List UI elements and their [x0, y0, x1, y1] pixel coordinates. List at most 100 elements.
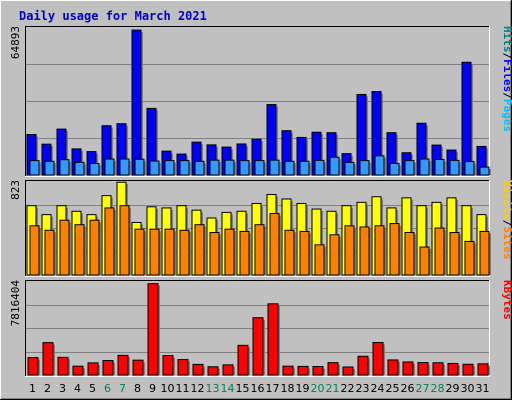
bar-kbytes-day-1	[27, 357, 39, 376]
bar-kbytes-day-17	[267, 303, 279, 376]
bar-sites-day-9	[149, 228, 160, 276]
legend-separator: /	[501, 92, 512, 99]
x-tick-day-29: 29	[446, 382, 460, 395]
bar-sites-day-31	[479, 230, 490, 276]
legend-hits: Hits/Files/Pages	[501, 26, 512, 132]
bar-files-day-28	[434, 158, 445, 176]
bar-kbytes-day-22	[342, 366, 354, 376]
bar-sites-day-11	[179, 229, 190, 276]
y-max-label: 823	[9, 180, 22, 200]
bar-files-day-21	[329, 156, 340, 176]
bar-kbytes-day-15	[237, 344, 249, 376]
bar-sites-day-30	[464, 240, 475, 276]
bar-kbytes-day-28	[432, 362, 444, 376]
x-tick-day-4: 4	[74, 382, 81, 395]
bar-sites-day-10	[164, 228, 175, 276]
x-tick-day-23: 23	[356, 382, 370, 395]
bar-files-day-19	[299, 160, 310, 176]
bar-files-day-11	[179, 160, 190, 176]
x-tick-day-21: 21	[326, 382, 340, 395]
x-tick-day-9: 9	[149, 382, 156, 395]
x-tick-day-11: 11	[176, 382, 190, 395]
x-tick-day-26: 26	[401, 382, 415, 395]
bar-files-day-15	[239, 160, 250, 176]
bar-sites-day-1	[29, 225, 40, 276]
bar-kbytes-day-8	[132, 359, 144, 376]
y-max-label: 64893	[9, 26, 22, 59]
bar-kbytes-day-31	[477, 363, 489, 376]
x-tick-day-5: 5	[89, 382, 96, 395]
bar-sites-day-16	[254, 224, 265, 276]
bar-files-day-22	[344, 161, 355, 176]
bar-files-day-17	[269, 159, 280, 176]
bar-kbytes-day-10	[162, 355, 174, 376]
bar-kbytes-day-19	[297, 365, 309, 376]
bar-sites-day-4	[74, 224, 85, 276]
bar-sites-day-28	[434, 227, 445, 276]
x-tick-day-22: 22	[341, 382, 355, 395]
bar-sites-day-5	[89, 219, 100, 276]
bar-files-day-12	[194, 160, 205, 176]
legend-text-hits: Hits/Files/Pages	[501, 26, 512, 132]
bar-files-day-24	[374, 155, 385, 176]
bar-kbytes-day-9	[147, 283, 159, 376]
bar-sites-day-21	[329, 234, 340, 276]
bar-kbytes-day-20	[312, 366, 324, 376]
bar-sites-day-2	[44, 229, 55, 276]
x-tick-day-7: 7	[119, 382, 126, 395]
bar-files-day-27	[419, 158, 430, 176]
y-max-label: 7816404	[9, 280, 22, 327]
bar-kbytes-day-14	[222, 364, 234, 376]
x-tick-day-1: 1	[29, 382, 36, 395]
legend-kbytes: KBytes	[501, 280, 512, 320]
panel-kbytes: 7816404 KBytes	[9, 280, 512, 377]
bar-kbytes-day-24	[372, 342, 384, 376]
legend-text-kbytes: KBytes	[501, 280, 512, 320]
x-tick-day-24: 24	[371, 382, 385, 395]
bar-sites-day-17	[269, 213, 280, 276]
x-tick-day-18: 18	[281, 382, 295, 395]
bar-kbytes-day-4	[72, 365, 84, 376]
chart-panels: 64893Hits/Files/Pages823Visits/Sites7816…	[9, 26, 512, 377]
bar-files-day-18	[284, 160, 295, 176]
bar-files-day-14	[224, 159, 235, 176]
bar-files-day-7	[119, 158, 130, 176]
bar-sites-day-3	[59, 219, 70, 276]
bar-files-day-23	[359, 160, 370, 176]
bar-files-day-20	[314, 159, 325, 176]
bar-files-day-3	[59, 159, 70, 176]
bar-kbytes-day-26	[402, 361, 414, 376]
bar-files-day-29	[449, 159, 460, 176]
x-axis-day-labels: 1 2 3 4 5 6 7 8 9 10 11 12 13 14 15 16 17 18 19 20 21 22 23 24 2…	[29, 382, 490, 395]
bar-sites-day-24	[374, 225, 385, 276]
x-tick-day-12: 12	[191, 382, 205, 395]
x-tick-day-3: 3	[59, 382, 66, 395]
bar-sites-day-19	[299, 230, 310, 276]
x-tick-day-16: 16	[251, 382, 265, 395]
x-tick-day-25: 25	[386, 382, 400, 395]
bar-kbytes-day-18	[282, 365, 294, 376]
bar-kbytes-day-21	[327, 362, 339, 376]
chart-title: Daily usage for March 2021	[19, 9, 207, 23]
x-tick-day-19: 19	[296, 382, 310, 395]
legend-visits: Visits/Sites	[501, 180, 512, 260]
bar-sites-day-7	[119, 205, 130, 276]
x-tick-day-10: 10	[161, 382, 175, 395]
x-tick-day-13: 13	[206, 382, 220, 395]
legend-item-hits: Hits	[501, 26, 512, 53]
x-tick-day-8: 8	[134, 382, 141, 395]
x-tick-day-17: 17	[266, 382, 280, 395]
bar-sites-day-8	[134, 228, 145, 276]
bar-kbytes-day-2	[42, 342, 54, 376]
bar-files-day-6	[104, 158, 115, 176]
bar-kbytes-day-29	[447, 362, 459, 376]
bar-sites-day-20	[314, 244, 325, 276]
bar-sites-day-22	[344, 225, 355, 276]
bar-sites-day-27	[419, 246, 430, 276]
bar-sites-day-14	[224, 228, 235, 276]
legend-item-kbytes: KBytes	[501, 280, 512, 320]
bar-sites-day-6	[104, 207, 115, 276]
x-tick-day-6: 6	[104, 382, 111, 395]
legend-item-files: Files	[501, 59, 512, 92]
